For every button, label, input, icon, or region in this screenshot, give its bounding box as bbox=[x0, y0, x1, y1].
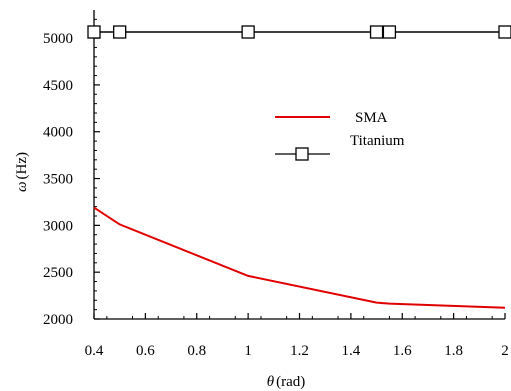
x-tick-label: 1.2 bbox=[290, 343, 309, 359]
y-tick-label: 5000 bbox=[43, 31, 73, 47]
series-layer bbox=[87, 25, 511, 309]
x-tick-label: 0.4 bbox=[85, 343, 104, 359]
y-tick-label: 4500 bbox=[43, 78, 73, 94]
data-point-titanium bbox=[498, 25, 511, 39]
y-tick-label: 3000 bbox=[43, 218, 73, 234]
data-point-titanium bbox=[382, 25, 397, 39]
x-axis-title: θ (rad) bbox=[267, 374, 306, 390]
x-tick-label: 1.4 bbox=[342, 343, 361, 359]
x-tick-label: 0.8 bbox=[187, 343, 206, 359]
data-point-titanium bbox=[87, 25, 101, 39]
legend-marker-titanium bbox=[295, 147, 309, 161]
y-tick-label: 2500 bbox=[43, 265, 73, 281]
x-tick-label: 2 bbox=[501, 343, 509, 359]
x-tick-label: 0.6 bbox=[136, 343, 155, 359]
series-line-sma bbox=[93, 206, 506, 309]
legend: SMA Titanium bbox=[275, 110, 405, 161]
axes bbox=[93, 10, 505, 320]
data-point-titanium bbox=[113, 25, 127, 39]
y-tick-label: 4000 bbox=[43, 125, 73, 141]
x-axis-unit: (rad) bbox=[276, 374, 305, 390]
y-axis-unit: (Hz) bbox=[14, 152, 30, 179]
y-tick-label: 2000 bbox=[43, 312, 73, 328]
legend-label-titanium: Titanium bbox=[350, 133, 405, 149]
legend-label-sma: SMA bbox=[355, 110, 388, 126]
x-tick-label: 1.8 bbox=[444, 343, 463, 359]
ticks: 0.4 0.6 0.8 1 1.2 1.4 1.6 1.8 2 2000 2500 3000 3500 4… bbox=[43, 18, 509, 359]
x-tick-label: 1.6 bbox=[393, 343, 412, 359]
y-axis-symbol: ω bbox=[14, 181, 30, 192]
y-tick-label: 3500 bbox=[43, 172, 73, 188]
x-axis-symbol: θ bbox=[267, 374, 275, 390]
data-point-titanium bbox=[369, 25, 384, 39]
x-tick-label: 1 bbox=[244, 343, 252, 359]
y-axis-title: ω (Hz) bbox=[14, 152, 30, 192]
data-point-titanium bbox=[241, 25, 255, 39]
